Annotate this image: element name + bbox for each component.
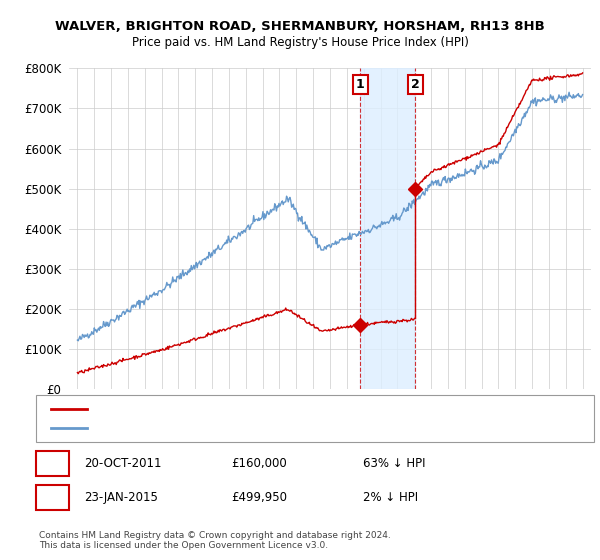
Bar bbox=[361, 68, 415, 389]
Text: WALVER, BRIGHTON ROAD, SHERMANBURY, HORSHAM, RH13 8HB: WALVER, BRIGHTON ROAD, SHERMANBURY, HORS… bbox=[55, 20, 545, 32]
Text: 1: 1 bbox=[48, 457, 57, 470]
Text: 20-OCT-2011: 20-OCT-2011 bbox=[84, 457, 161, 470]
Text: 2: 2 bbox=[48, 491, 57, 504]
Text: Contains HM Land Registry data © Crown copyright and database right 2024.
This d: Contains HM Land Registry data © Crown c… bbox=[39, 530, 391, 550]
Text: WALVER, BRIGHTON ROAD, SHERMANBURY, HORSHAM, RH13 8HB (detached house): WALVER, BRIGHTON ROAD, SHERMANBURY, HORS… bbox=[93, 404, 531, 414]
Text: £499,950: £499,950 bbox=[231, 491, 287, 504]
Text: 1: 1 bbox=[356, 78, 365, 91]
Text: HPI: Average price, detached house, Horsham: HPI: Average price, detached house, Hors… bbox=[93, 423, 333, 433]
Text: Price paid vs. HM Land Registry's House Price Index (HPI): Price paid vs. HM Land Registry's House … bbox=[131, 36, 469, 49]
Text: 2: 2 bbox=[411, 78, 420, 91]
Text: £160,000: £160,000 bbox=[231, 457, 287, 470]
Text: 2% ↓ HPI: 2% ↓ HPI bbox=[363, 491, 418, 504]
Text: 63% ↓ HPI: 63% ↓ HPI bbox=[363, 457, 425, 470]
Text: 23-JAN-2015: 23-JAN-2015 bbox=[84, 491, 158, 504]
